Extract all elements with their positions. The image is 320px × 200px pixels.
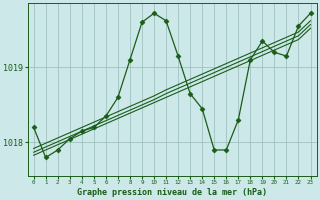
X-axis label: Graphe pression niveau de la mer (hPa): Graphe pression niveau de la mer (hPa): [77, 188, 267, 197]
